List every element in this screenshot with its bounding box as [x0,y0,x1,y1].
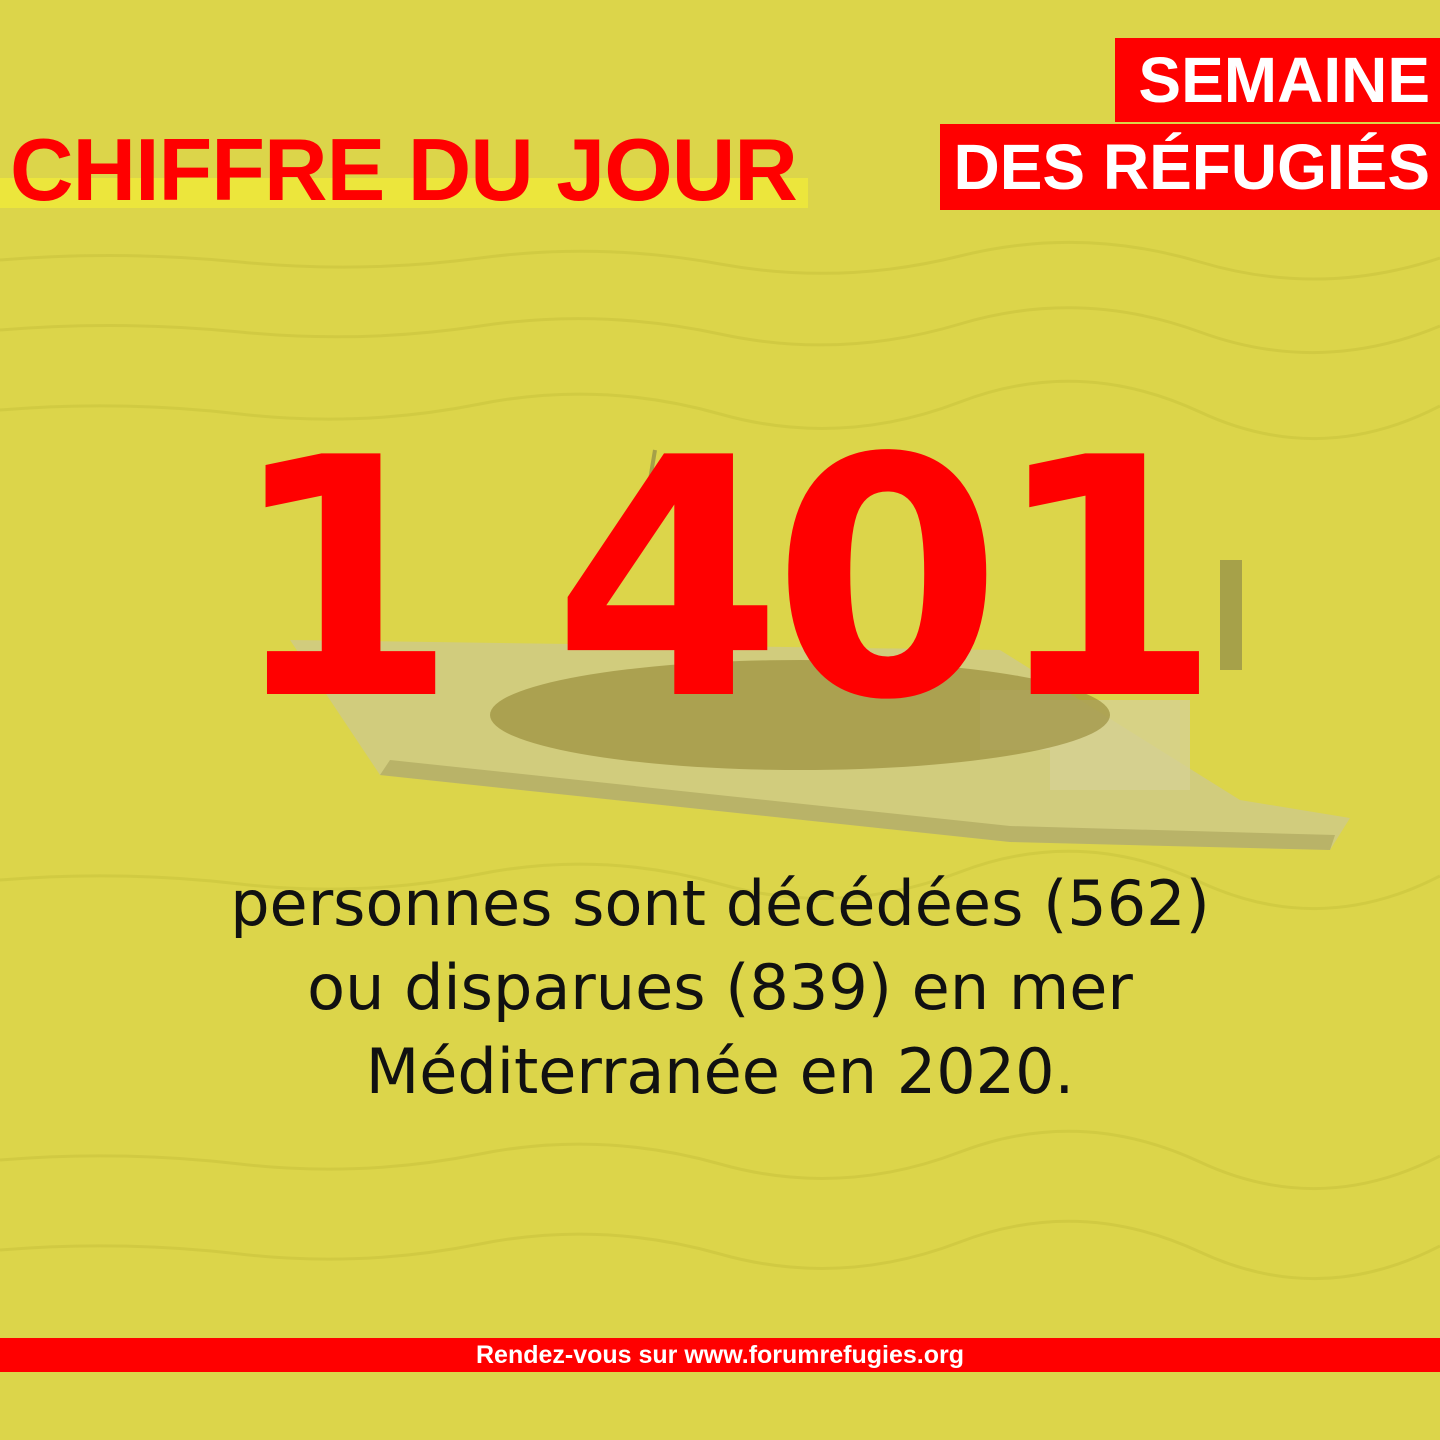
page-title: CHIFFRE DU JOUR [10,120,798,219]
caption-line: ou disparues (839) en mer [307,951,1133,1024]
event-badge-line-2: DES RÉFUGIÉS [940,124,1440,210]
caption-line: personnes sont décédées (562) [230,867,1210,940]
headline-number: 1 401 [228,388,1221,772]
title-highlight-band [0,178,808,208]
event-badge-line-1: SEMAINE [1115,38,1440,122]
caption-line: Méditerranée en 2020. [365,1035,1075,1108]
caption: personnes sont décédées (562) ou disparu… [0,862,1440,1114]
footer-link-bar[interactable]: Rendez-vous sur www.forumrefugies.org [0,1338,1440,1372]
